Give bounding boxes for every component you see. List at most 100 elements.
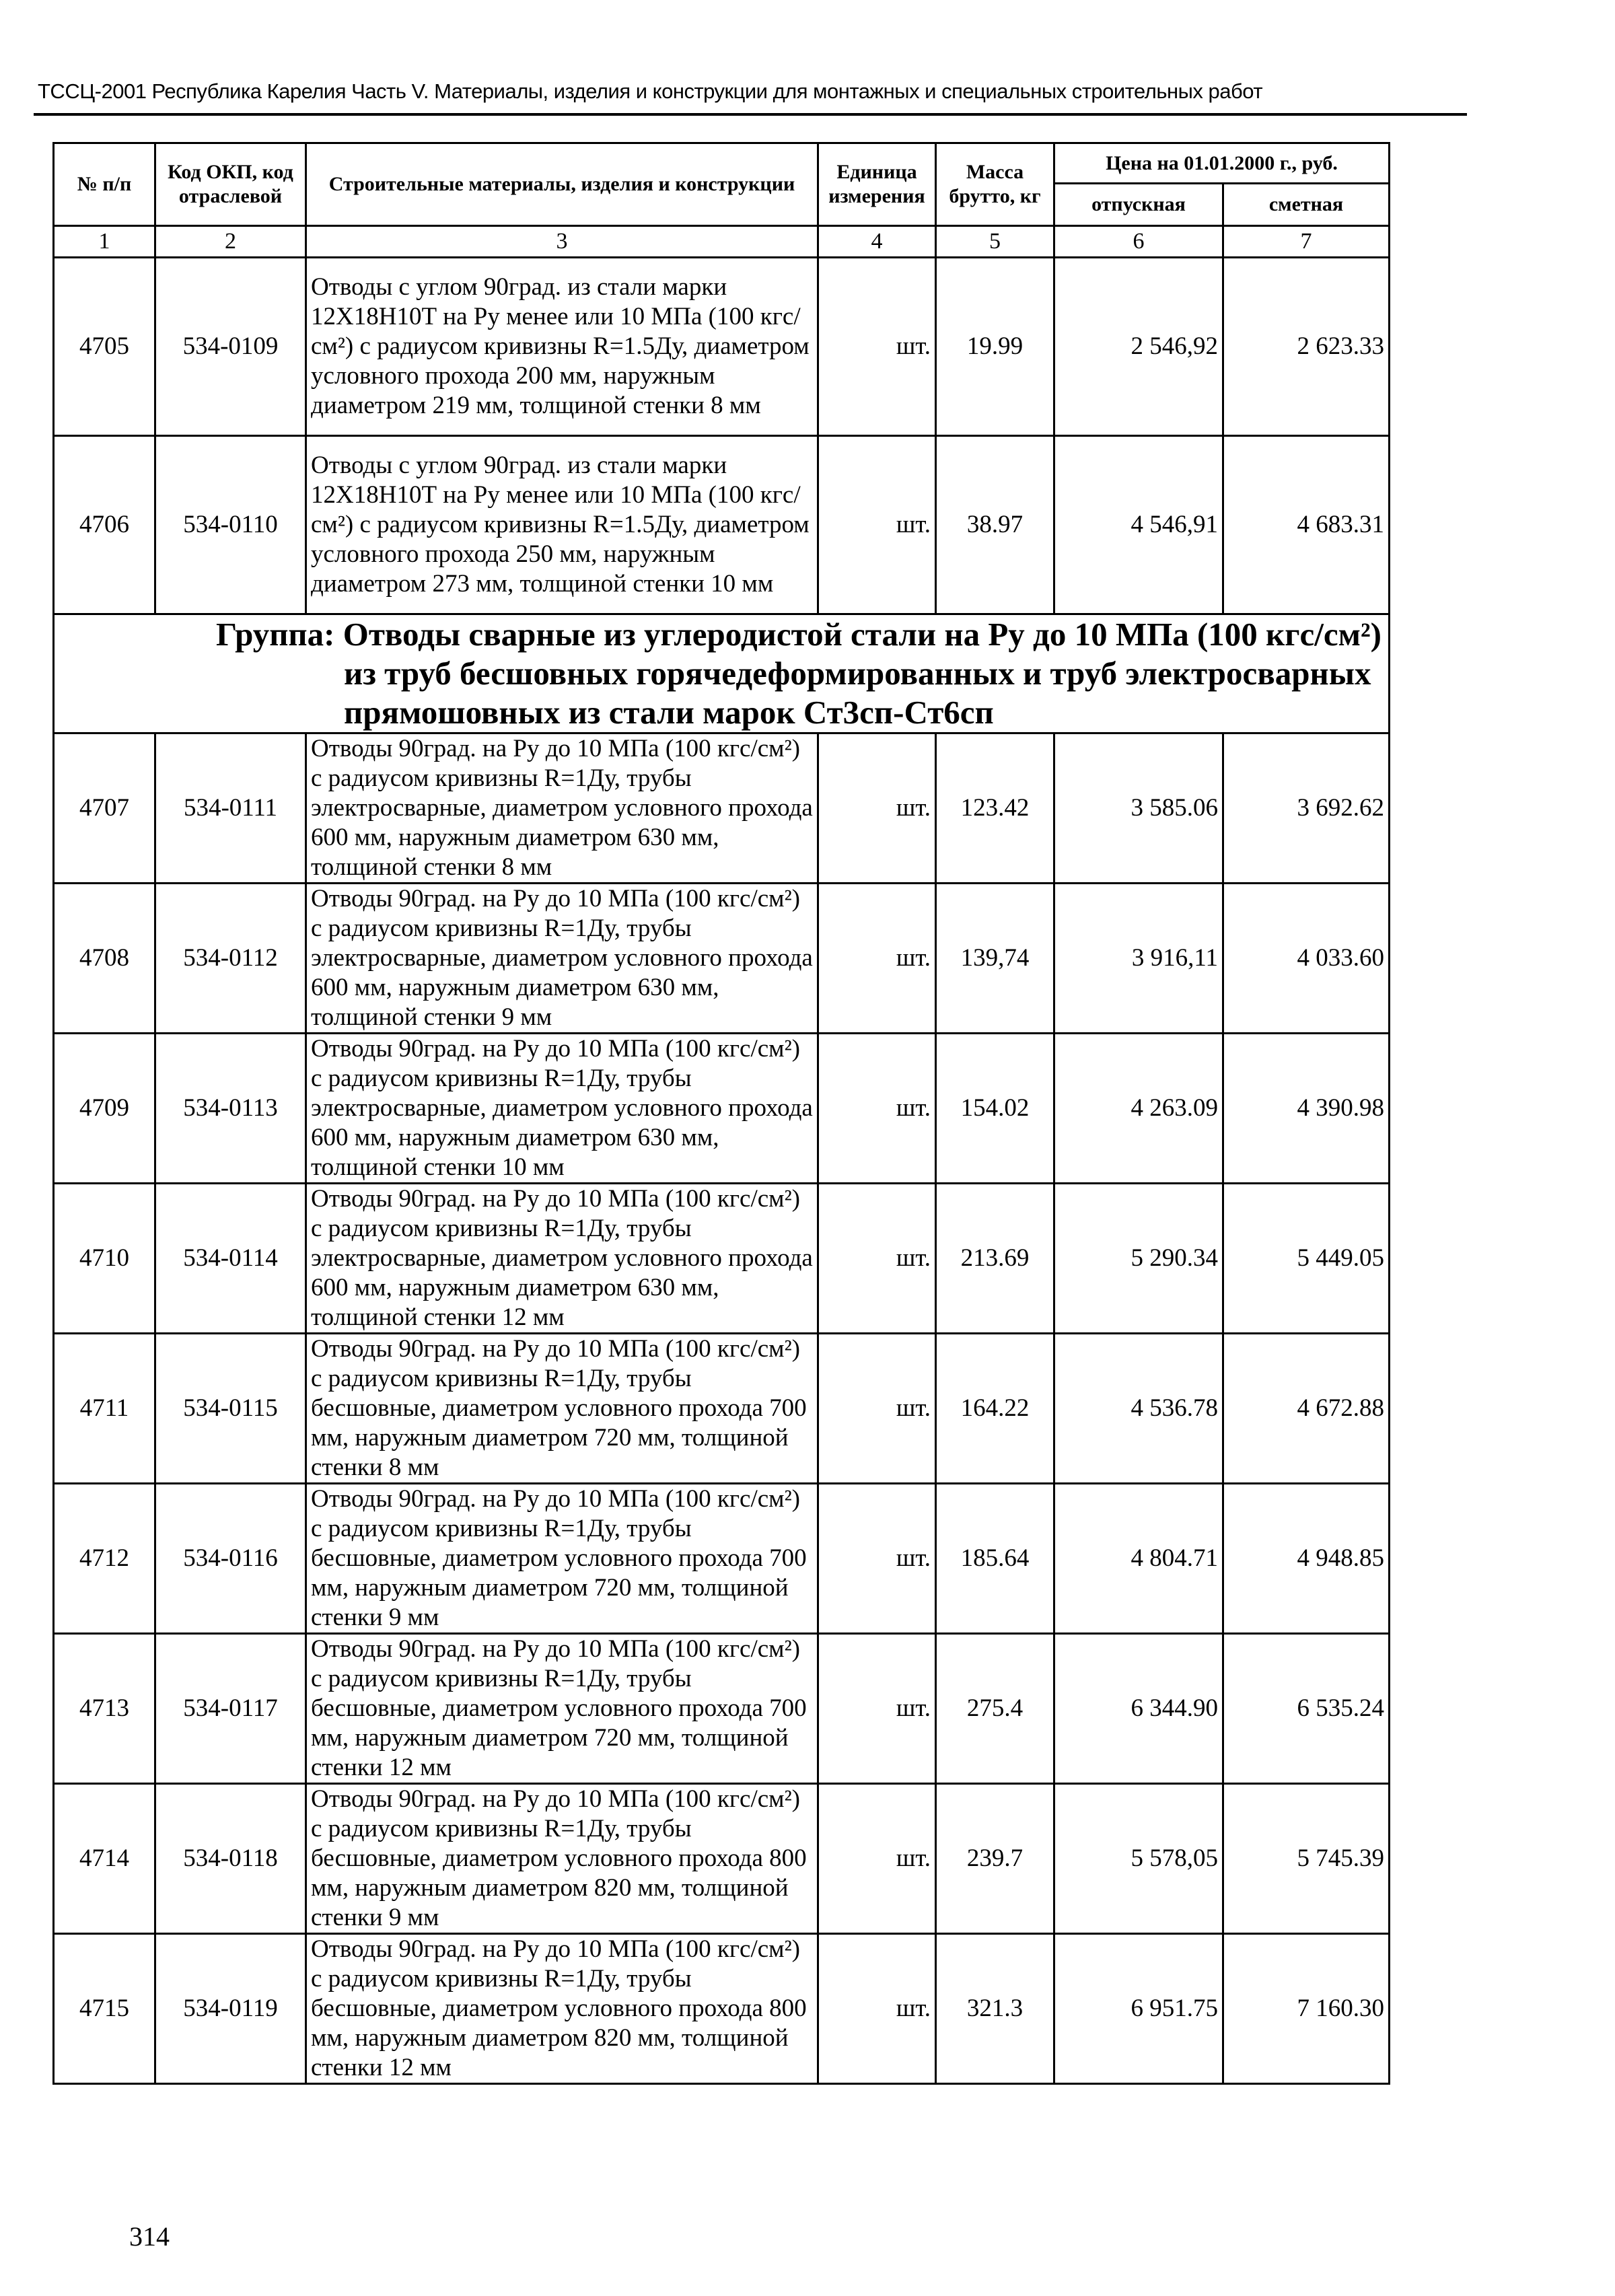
gross-mass: 154.02 <box>935 1032 1055 1184</box>
estimate-price: 7 160.30 <box>1221 1933 1391 2085</box>
okp-code: 534-0118 <box>154 1783 307 1935</box>
estimate-price: 4 948.85 <box>1221 1482 1391 1635</box>
running-head: ТССЦ-2001 Республика Карелия Часть V. Ма… <box>38 79 1263 103</box>
column-number: 2 <box>154 225 307 258</box>
gross-mass: 19.99 <box>935 256 1055 437</box>
item-description: Отводы 90град. на Ру до 10 МПа (100 кгс/… <box>305 1332 819 1484</box>
unit: шт. <box>817 1182 937 1334</box>
column-number: 6 <box>1053 225 1224 258</box>
header-code: Код ОКП, код отраслевой <box>154 142 307 227</box>
header-name: Строительные материалы, изделия и констр… <box>305 142 819 227</box>
gross-mass: 164.22 <box>935 1332 1055 1484</box>
item-description: Отводы 90град. на Ру до 10 МПа (100 кгс/… <box>305 1482 819 1635</box>
okp-code: 534-0117 <box>154 1633 307 1785</box>
release-price: 5 290.34 <box>1053 1182 1224 1334</box>
item-description: Отводы с углом 90град. из стали марки 12… <box>305 435 819 615</box>
unit: шт. <box>817 882 937 1034</box>
okp-code: 534-0115 <box>154 1332 307 1484</box>
unit: шт. <box>817 435 937 615</box>
page-number: 314 <box>129 2221 170 2252</box>
price-table: № п/п Код ОКП, код отраслевой Строительн… <box>52 142 1391 2085</box>
estimate-price: 4 390.98 <box>1221 1032 1391 1184</box>
gross-mass: 213.69 <box>935 1182 1055 1334</box>
header-mass: Масса брутто, кг <box>935 142 1055 227</box>
gross-mass: 38.97 <box>935 435 1055 615</box>
header-estimate-price: сметная <box>1221 182 1391 227</box>
table-row: 4707 534-0111 Отводы 90град. на Ру до 10 М… <box>52 732 1391 884</box>
row-number: 4709 <box>52 1032 156 1184</box>
item-description: Отводы 90град. на Ру до 10 МПа (100 кгс/… <box>305 1182 819 1334</box>
release-price: 4 546,91 <box>1053 435 1224 615</box>
estimate-price: 5 745.39 <box>1221 1783 1391 1935</box>
column-number: 7 <box>1221 225 1391 258</box>
gross-mass: 139,74 <box>935 882 1055 1034</box>
okp-code: 534-0119 <box>154 1933 307 2085</box>
release-price: 4 263.09 <box>1053 1032 1224 1184</box>
item-description: Отводы 90град. на Ру до 10 МПа (100 кгс/… <box>305 1032 819 1184</box>
row-number: 4714 <box>52 1783 156 1935</box>
group-row: Группа: Отводы сварные из углеродистой с… <box>52 613 1391 734</box>
column-number: 1 <box>52 225 156 258</box>
okp-code: 534-0110 <box>154 435 307 615</box>
row-number: 4707 <box>52 732 156 884</box>
table-row: 4710 534-0114 Отводы 90град. на Ру до 10 М… <box>52 1182 1391 1334</box>
gross-mass: 239.7 <box>935 1783 1055 1935</box>
row-number: 4713 <box>52 1633 156 1785</box>
unit: шт. <box>817 1332 937 1484</box>
okp-code: 534-0111 <box>154 732 307 884</box>
okp-code: 534-0116 <box>154 1482 307 1635</box>
estimate-price: 6 535.24 <box>1221 1633 1391 1785</box>
okp-code: 534-0113 <box>154 1032 307 1184</box>
item-description: Отводы 90град. на Ру до 10 МПа (100 кгс/… <box>305 1783 819 1935</box>
row-number: 4712 <box>52 1482 156 1635</box>
column-number: 3 <box>305 225 819 258</box>
okp-code: 534-0109 <box>154 256 307 437</box>
header-rule <box>34 113 1467 116</box>
table-row: 4706 534-0110 Отводы с углом 90град. из ст… <box>52 435 1391 615</box>
gross-mass: 185.64 <box>935 1482 1055 1635</box>
estimate-price: 2 623.33 <box>1221 256 1391 437</box>
gross-mass: 321.3 <box>935 1933 1055 2085</box>
estimate-price: 4 033.60 <box>1221 882 1391 1034</box>
row-number: 4710 <box>52 1182 156 1334</box>
row-number: 4706 <box>52 435 156 615</box>
header-price: Цена на 01.01.2000 г., руб. <box>1052 142 1391 184</box>
row-number: 4715 <box>52 1933 156 2085</box>
unit: шт. <box>817 1633 937 1785</box>
okp-code: 534-0114 <box>154 1182 307 1334</box>
table-row: 4705 534-0109 Отводы с углом 90град. из ст… <box>52 256 1391 437</box>
row-number: 4711 <box>52 1332 156 1484</box>
table-row: 4709 534-0113 Отводы 90град. на Ру до 10 М… <box>52 1032 1391 1184</box>
table-row: 4714 534-0118 Отводы 90град. на Ру до 10 М… <box>52 1783 1391 1935</box>
item-description: Отводы 90град. на Ру до 10 МПа (100 кгс/… <box>305 1933 819 2085</box>
item-description: Отводы 90град. на Ру до 10 МПа (100 кгс/… <box>305 1633 819 1785</box>
unit: шт. <box>817 1482 937 1635</box>
header-unit: Единица измерения <box>817 142 937 227</box>
item-description: Отводы 90град. на Ру до 10 МПа (100 кгс/… <box>305 882 819 1034</box>
item-description: Отводы с углом 90град. из стали марки 12… <box>305 256 819 437</box>
unit: шт. <box>817 1933 937 2085</box>
header-num: № п/п <box>52 142 156 227</box>
column-number: 4 <box>817 225 937 258</box>
estimate-price: 3 692.62 <box>1221 732 1391 884</box>
column-number: 5 <box>935 225 1055 258</box>
gross-mass: 123.42 <box>935 732 1055 884</box>
header-release-price: отпускная <box>1053 182 1224 227</box>
release-price: 5 578,05 <box>1053 1783 1224 1935</box>
release-price: 3 585.06 <box>1053 732 1224 884</box>
item-description: Отводы 90град. на Ру до 10 МПа (100 кгс/… <box>305 732 819 884</box>
estimate-price: 4 672.88 <box>1221 1332 1391 1484</box>
table-row: 4713 534-0117 Отводы 90град. на Ру до 10 М… <box>52 1633 1391 1785</box>
release-price: 2 546,92 <box>1053 256 1224 437</box>
unit: шт. <box>817 1783 937 1935</box>
estimate-price: 4 683.31 <box>1221 435 1391 615</box>
row-number: 4708 <box>52 882 156 1034</box>
gross-mass: 275.4 <box>935 1633 1055 1785</box>
release-price: 6 344.90 <box>1053 1633 1224 1785</box>
table-row: 4708 534-0112 Отводы 90град. на Ру до 10 М… <box>52 882 1391 1034</box>
table-row: 4711 534-0115 Отводы 90град. на Ру до 10 М… <box>52 1332 1391 1484</box>
table-row: 4712 534-0116 Отводы 90град. на Ру до 10 М… <box>52 1482 1391 1635</box>
release-price: 3 916,11 <box>1053 882 1224 1034</box>
unit: шт. <box>817 256 937 437</box>
release-price: 4 536.78 <box>1053 1332 1224 1484</box>
